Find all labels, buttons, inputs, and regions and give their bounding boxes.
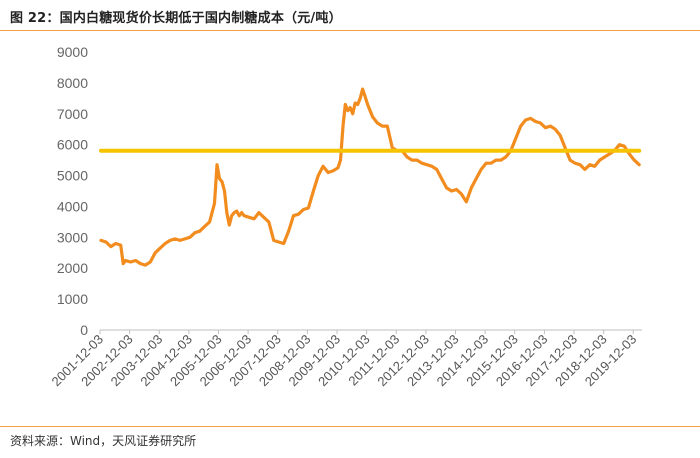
y-tick-label: 3000: [57, 229, 88, 245]
y-tick-label: 1000: [57, 291, 88, 307]
source-note: 资料来源：Wind，天风证券研究所: [10, 434, 197, 448]
y-tick-label: 0: [80, 322, 88, 338]
title-divider: [0, 30, 700, 31]
figure-title: 图 22：国内白糖现货价长期低于国内制糖成本（元/吨）: [10, 11, 342, 26]
y-tick-label: 4000: [57, 198, 88, 214]
y-tick-label: 7000: [57, 106, 88, 122]
x-axis: 2001-12-032002-12-032003-12-032004-12-03…: [48, 330, 639, 389]
y-tick-label: 8000: [57, 75, 88, 91]
y-tick-label: 2000: [57, 260, 88, 276]
y-tick-label: 5000: [57, 168, 88, 184]
series-layer: [99, 87, 642, 267]
price-line: [99, 87, 641, 267]
y-tick-label: 6000: [57, 137, 88, 153]
y-tick-label: 9000: [57, 44, 88, 60]
y-axis: 0 1000 2000 3000 4000 5000 6000 7000 8000 9000: [57, 44, 88, 338]
footer-divider: [0, 426, 700, 427]
